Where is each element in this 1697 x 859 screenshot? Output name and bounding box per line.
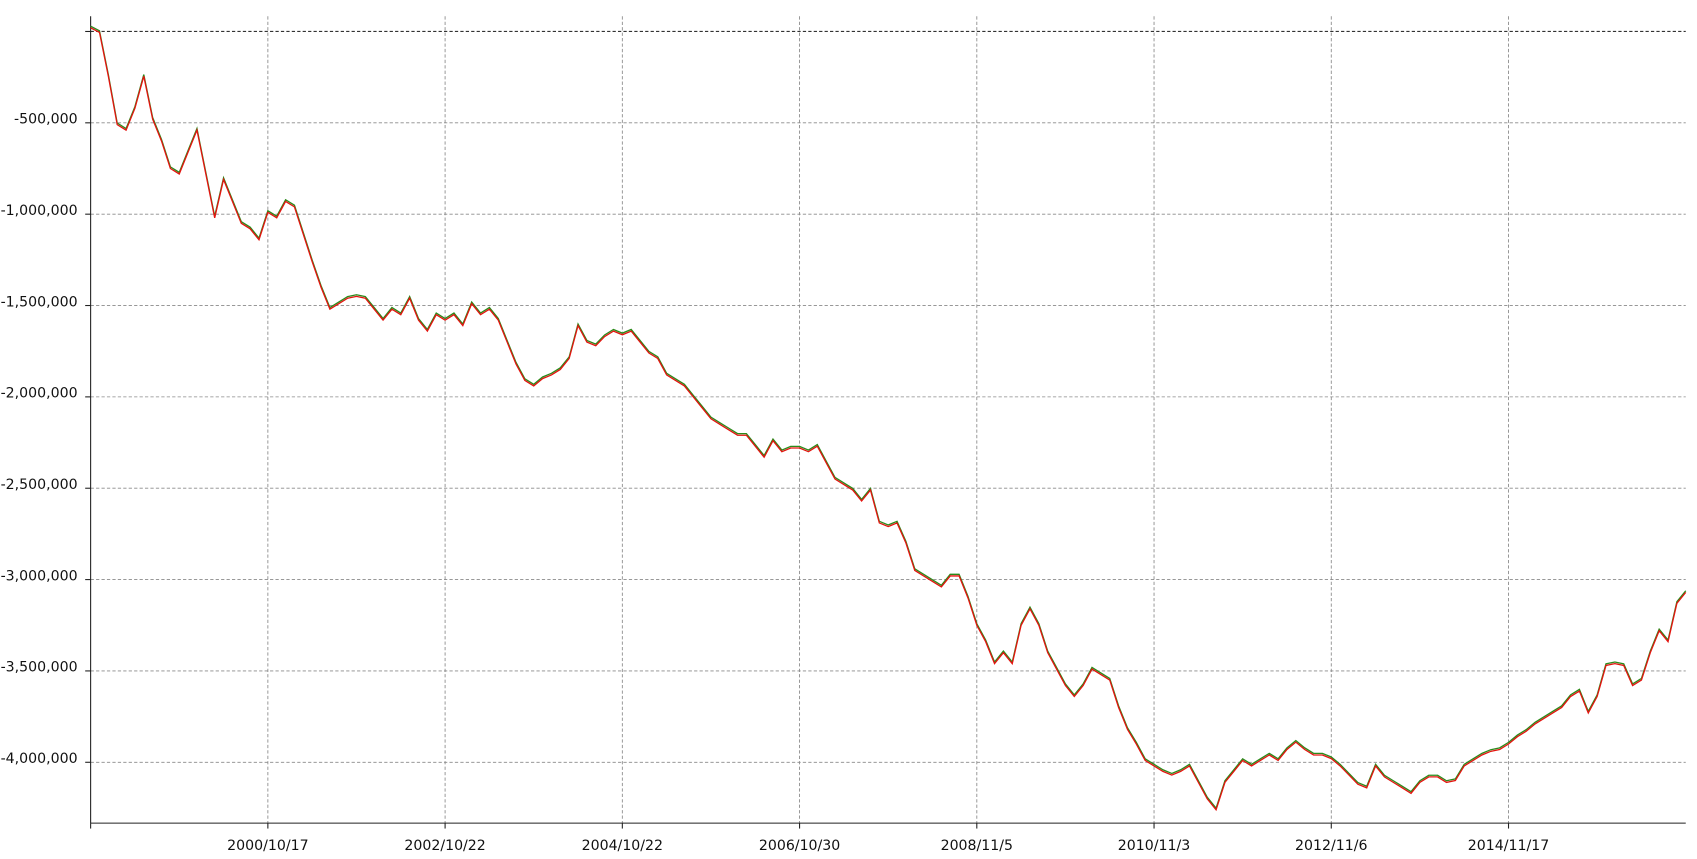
y-tick-label: -500,000 xyxy=(14,112,78,128)
y-tick-label: -4,000,000 xyxy=(1,751,78,767)
x-tick-label: 2010/11/3 xyxy=(1118,838,1190,854)
x-tick-label: 2006/10/30 xyxy=(759,838,840,854)
x-tick-label: 2000/10/17 xyxy=(227,838,308,854)
x-tick-label: 2004/10/22 xyxy=(582,838,663,854)
x-tick-label: 2012/11/6 xyxy=(1295,838,1367,854)
x-tick-label: 2014/11/17 xyxy=(1468,838,1549,854)
x-tick-label: 2008/11/5 xyxy=(941,838,1013,854)
y-tick-label: -1,000,000 xyxy=(1,203,78,219)
series-line xyxy=(90,27,1687,812)
y-tick-label: -2,000,000 xyxy=(1,386,78,402)
y-tick-label: -3,000,000 xyxy=(1,568,78,584)
x-tick-label: 2002/10/22 xyxy=(404,838,485,854)
y-tick-label: -1,500,000 xyxy=(1,294,78,310)
y-tick-label: -3,500,000 xyxy=(1,660,78,676)
y-tick-label: -2,500,000 xyxy=(1,477,78,493)
series-line-shadow xyxy=(90,25,1687,810)
